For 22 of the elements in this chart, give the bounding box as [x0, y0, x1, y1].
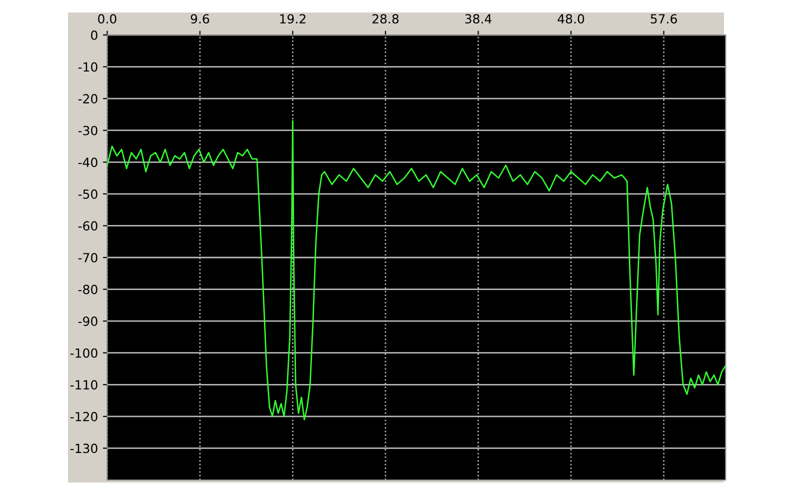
y-tick-label: -80: [78, 284, 98, 294]
y-tick-label: -130: [70, 444, 98, 454]
line-series: [107, 120, 726, 420]
y-tick-label: -60: [78, 221, 98, 231]
x-tick-label: 9.6: [190, 14, 210, 24]
y-tick-label: 0: [91, 30, 98, 40]
y-tick-label: -100: [70, 348, 98, 358]
x-tick-label: 38.4: [465, 14, 492, 24]
x-tick-label: 0.0: [98, 14, 116, 24]
y-tick-label: -20: [78, 94, 98, 104]
x-tick-label: 28.8: [372, 14, 399, 24]
y-tick-label: -120: [70, 412, 98, 422]
y-tick-label: -40: [78, 158, 98, 168]
y-tick-label: -10: [78, 62, 98, 72]
x-tick-label: 48.0: [558, 14, 584, 24]
y-tick-label: -50: [78, 189, 98, 199]
x-tick-label: 19.2: [280, 14, 306, 24]
y-tick-label: -30: [78, 126, 98, 136]
y-tick-label: -110: [70, 380, 98, 390]
y-tick-label: -90: [78, 316, 98, 326]
x-tick-label: 57.6: [650, 14, 677, 24]
y-tick-label: -70: [78, 252, 98, 262]
